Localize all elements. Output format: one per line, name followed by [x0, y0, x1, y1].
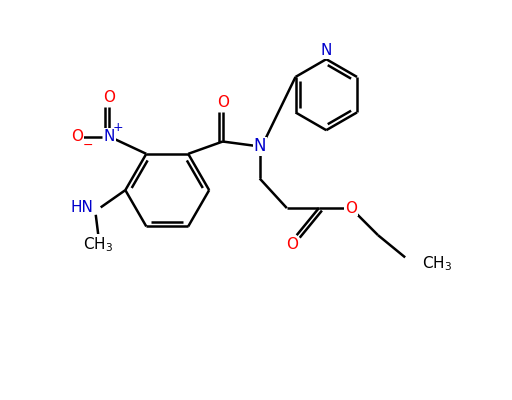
Text: HN: HN [71, 200, 93, 215]
Text: N: N [103, 129, 115, 144]
Text: N: N [321, 43, 332, 58]
Text: −: − [83, 139, 93, 152]
Text: CH$_3$: CH$_3$ [83, 235, 113, 254]
Text: CH$_3$: CH$_3$ [422, 254, 453, 273]
Text: O: O [217, 94, 229, 110]
Text: O: O [103, 90, 115, 105]
Text: N: N [253, 138, 266, 156]
Text: +: + [113, 121, 123, 134]
Text: O: O [345, 200, 357, 216]
Text: O: O [286, 236, 298, 252]
Text: O: O [71, 129, 83, 144]
